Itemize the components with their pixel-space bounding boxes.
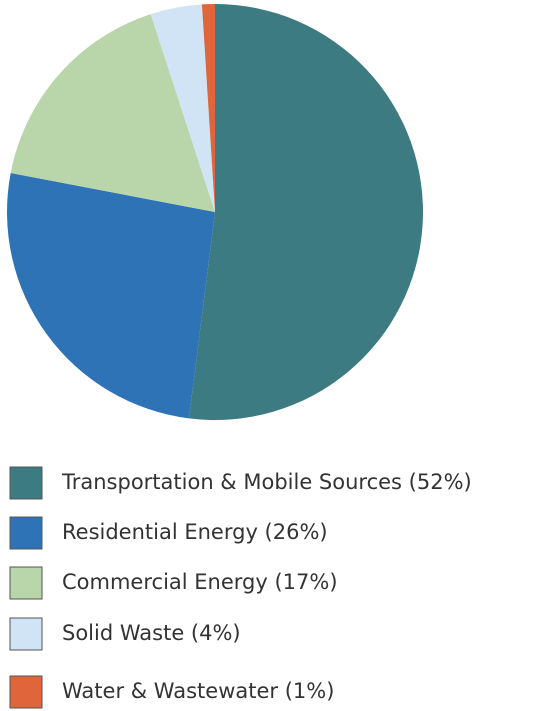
pie-slice	[188, 4, 423, 420]
legend-label: Residential Energy (26%)	[62, 520, 328, 544]
legend-label: Commercial Energy (17%)	[62, 570, 338, 594]
legend-swatch	[9, 516, 43, 550]
legend-label: Solid Waste (4%)	[62, 621, 241, 645]
pie-slice	[7, 173, 215, 419]
pie-slice	[150, 4, 215, 212]
pie-slice	[10, 14, 216, 213]
legend-swatch	[9, 675, 43, 709]
pie-slice	[201, 4, 215, 212]
legend-label: Transportation & Mobile Sources (52%)	[61, 470, 472, 494]
legend-swatch	[9, 566, 43, 600]
legend-label: Water & Wastewater (1%)	[62, 679, 334, 703]
legend-swatch	[9, 617, 43, 651]
legend-swatch	[9, 466, 43, 500]
